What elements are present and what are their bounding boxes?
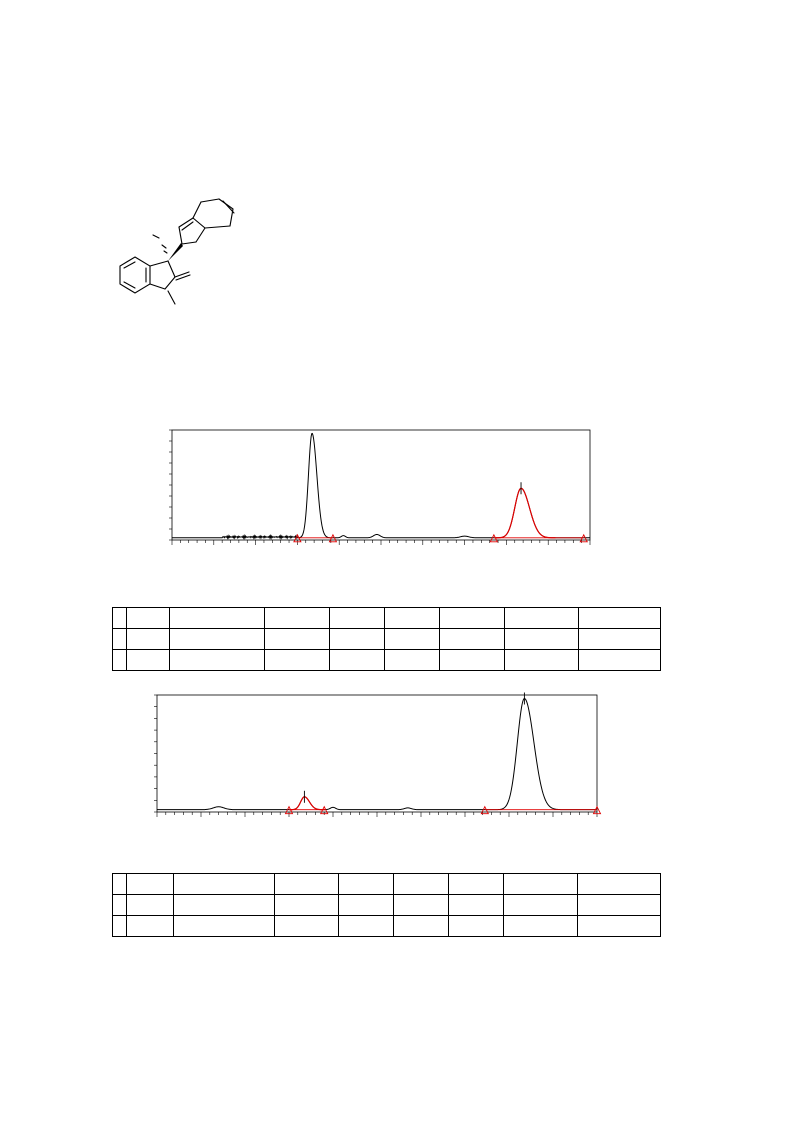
- table-cell: [393, 873, 449, 895]
- chromatogram-2: [154, 692, 602, 817]
- table-cell: [384, 649, 440, 671]
- integration-marker: [592, 805, 602, 815]
- table-cell: [393, 894, 449, 916]
- table-cell: [439, 628, 505, 650]
- table-cell: [577, 873, 661, 895]
- plot-frame: [171, 429, 591, 541]
- integration-marker: [293, 533, 302, 543]
- chromatogram-trace: [172, 432, 590, 541]
- table-row: [112, 649, 661, 671]
- integration-marker: [480, 805, 490, 815]
- table-cell: [448, 894, 504, 916]
- integration-marker: [319, 805, 329, 815]
- table-cell: [578, 649, 661, 671]
- table-cell: [503, 915, 578, 937]
- table-row: [112, 607, 661, 629]
- table-cell: [384, 628, 440, 650]
- table-cell: [126, 873, 174, 895]
- table-cell: [274, 873, 339, 895]
- chromatogram-1: [169, 429, 591, 545]
- table-cell: [439, 607, 505, 629]
- table-cell: [126, 607, 170, 629]
- table-cell: [504, 649, 579, 671]
- table-cell: [112, 873, 127, 895]
- table-row: [112, 628, 661, 650]
- table-cell: [126, 915, 174, 937]
- table-cell: [439, 649, 505, 671]
- molecule-structure: [119, 198, 235, 305]
- table-cell: [448, 873, 504, 895]
- table-row: [112, 894, 661, 916]
- table-cell: [112, 607, 127, 629]
- table-cell: [578, 607, 661, 629]
- table-cell: [126, 649, 170, 671]
- integrated-peak: [495, 487, 556, 539]
- table-cell: [264, 649, 330, 671]
- table-cell: [504, 607, 579, 629]
- table-cell: [169, 649, 265, 671]
- table-cell: [503, 894, 578, 916]
- peak-table-2: [112, 873, 661, 937]
- table-cell: [393, 915, 449, 937]
- table-cell: [448, 915, 504, 937]
- integration-marker: [284, 805, 294, 815]
- table-cell: [173, 915, 275, 937]
- table-cell: [329, 628, 385, 650]
- table-cell: [126, 894, 174, 916]
- table-cell: [274, 894, 339, 916]
- table-cell: [503, 873, 578, 895]
- table-cell: [329, 649, 385, 671]
- table-cell: [126, 628, 170, 650]
- table-cell: [577, 894, 661, 916]
- table-cell: [169, 628, 265, 650]
- table-cell: [274, 915, 339, 937]
- table-cell: [504, 628, 579, 650]
- table-cell: [112, 628, 127, 650]
- table-row: [112, 915, 661, 937]
- table-cell: [338, 894, 394, 916]
- integrated-peak: [289, 796, 325, 811]
- chromatogram-trace: [157, 698, 597, 811]
- table-row: [112, 873, 661, 895]
- table-cell: [173, 894, 275, 916]
- table-cell: [112, 649, 127, 671]
- table-cell: [112, 894, 127, 916]
- table-cell: [329, 607, 385, 629]
- plot-frame: [156, 694, 598, 813]
- table-cell: [264, 607, 330, 629]
- table-cell: [169, 607, 265, 629]
- peak-table-1: [112, 607, 661, 671]
- table-cell: [578, 628, 661, 650]
- integration-marker: [579, 533, 588, 543]
- integration-marker: [328, 533, 338, 543]
- table-cell: [173, 873, 275, 895]
- table-cell: [338, 873, 394, 895]
- integration-marker: [489, 533, 499, 543]
- table-cell: [384, 607, 440, 629]
- table-cell: [577, 915, 661, 937]
- table-cell: [112, 915, 127, 937]
- table-cell: [338, 915, 394, 937]
- table-cell: [264, 628, 330, 650]
